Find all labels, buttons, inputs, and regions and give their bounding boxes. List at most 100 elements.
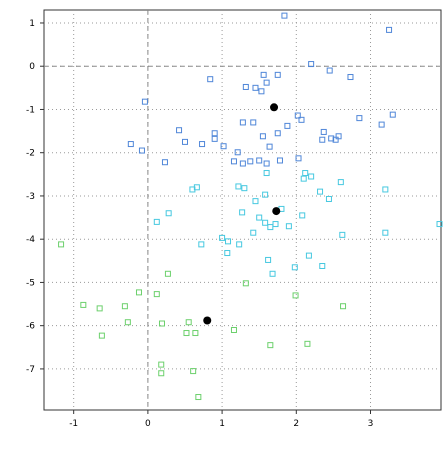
data-point-s1-20: [267, 224, 274, 231]
data-point-s0-44: [295, 155, 302, 162]
x-axis-ticks: -1 0 1 2 3: [69, 410, 373, 429]
data-point-s0-45: [161, 159, 168, 166]
data-point-s1-14: [239, 209, 246, 216]
data-point-s0-12: [141, 98, 148, 105]
data-point-s2-5: [292, 292, 299, 299]
data-point-s1-29: [382, 229, 389, 236]
data-point-s0-42: [263, 160, 270, 167]
x-tick-label-0: -1: [69, 419, 78, 429]
data-point-s2-15: [230, 327, 237, 333]
data-point-s0-9: [252, 84, 259, 91]
x-tick-label-4: 3: [368, 419, 374, 429]
data-point-s2-13: [183, 330, 190, 337]
data-point-s0-6: [274, 71, 281, 78]
data-point-s3-0: [270, 103, 279, 112]
y-tick-label-8: -7: [26, 365, 35, 375]
data-point-s2-4: [153, 291, 160, 298]
data-point-s0-34: [266, 143, 273, 150]
data-point-s1-17: [256, 214, 263, 221]
data-point-s2-8: [121, 303, 128, 310]
data-point-s0-16: [378, 121, 385, 128]
data-point-s2-18: [304, 340, 311, 347]
data-point-s2-20: [158, 370, 165, 377]
data-point-s2-0: [58, 241, 65, 248]
data-point-s1-25: [236, 241, 243, 248]
data-point-s1-28: [250, 229, 257, 236]
data-point-s0-18: [250, 119, 257, 126]
data-point-s1-10: [317, 188, 324, 195]
data-point-s2-17: [267, 342, 274, 349]
data-point-s3-2: [203, 316, 212, 325]
data-point-s1-33: [319, 263, 326, 269]
data-point-s2-7: [96, 305, 103, 312]
data-point-s1-31: [339, 231, 346, 238]
data-point-s0-20: [274, 130, 281, 137]
data-point-s2-14: [192, 330, 199, 337]
data-point-s0-8: [242, 83, 249, 90]
data-point-s1-5: [235, 183, 242, 190]
data-point-s0-19: [259, 133, 266, 140]
data-points: [58, 12, 443, 401]
y-tick-label-2: -1: [26, 105, 35, 115]
data-point-s2-19: [158, 361, 165, 368]
x-tick-label-2: 1: [219, 419, 225, 429]
data-point-s2-9: [340, 303, 347, 310]
data-point-s1-18: [262, 219, 269, 226]
x-tick-label-1: 0: [145, 419, 151, 429]
data-point-s1-30: [436, 221, 443, 228]
data-point-s1-27: [153, 218, 160, 225]
data-point-s2-22: [195, 394, 202, 401]
data-point-s0-24: [319, 136, 326, 143]
y-tick-label-6: -5: [26, 278, 35, 288]
data-point-s0-15: [356, 115, 363, 122]
data-point-s1-7: [262, 191, 269, 198]
data-point-s0-37: [234, 149, 241, 156]
reference-lines: [44, 10, 441, 410]
data-point-s0-28: [176, 127, 183, 134]
y-tick-label-1: 0: [29, 62, 35, 72]
data-point-s0-29: [181, 138, 188, 145]
data-point-s1-19: [272, 221, 279, 228]
data-point-s0-27: [335, 133, 342, 140]
data-point-s0-10: [258, 88, 265, 95]
data-point-s0-33: [220, 143, 227, 150]
data-point-s0-30: [199, 141, 206, 148]
data-point-s0-31: [211, 135, 218, 142]
data-point-s0-41: [256, 157, 263, 164]
data-point-s0-39: [239, 160, 246, 167]
data-point-s1-6: [241, 185, 248, 192]
data-point-s0-0: [281, 12, 288, 19]
data-point-s0-3: [326, 67, 333, 74]
data-point-s2-10: [124, 319, 131, 326]
data-point-s2-3: [135, 289, 142, 296]
data-point-s0-5: [260, 71, 267, 78]
data-point-s1-9: [193, 184, 200, 191]
data-point-s0-21: [298, 116, 305, 123]
data-point-s1-16: [165, 210, 172, 217]
data-point-s1-3: [300, 175, 307, 182]
data-point-s1-24: [225, 238, 232, 245]
data-point-s2-12: [185, 319, 192, 326]
data-point-s0-35: [127, 141, 134, 148]
data-point-s1-34: [291, 264, 298, 271]
data-point-s1-35: [265, 256, 272, 263]
data-point-s2-6: [80, 301, 87, 308]
data-point-s0-23: [320, 128, 327, 135]
plot-frame: [43, 9, 442, 411]
data-point-s1-32: [305, 252, 312, 259]
y-tick-label-5: -4: [26, 235, 35, 245]
data-point-s1-37: [224, 250, 231, 257]
data-point-s0-7: [207, 76, 214, 83]
data-point-s2-11: [158, 320, 165, 327]
data-point-s1-12: [382, 186, 389, 193]
data-point-s0-17: [239, 119, 246, 126]
data-point-s0-22: [284, 122, 291, 129]
data-point-s0-32: [211, 130, 218, 137]
data-point-s2-2: [242, 280, 249, 287]
data-point-s0-36: [138, 147, 145, 154]
data-point-s2-21: [190, 368, 197, 375]
y-tick-label-4: -3: [26, 192, 35, 202]
y-axis-ticks: 1 0 -1 -2 -3 -4 -5 -6 -7: [26, 19, 44, 375]
